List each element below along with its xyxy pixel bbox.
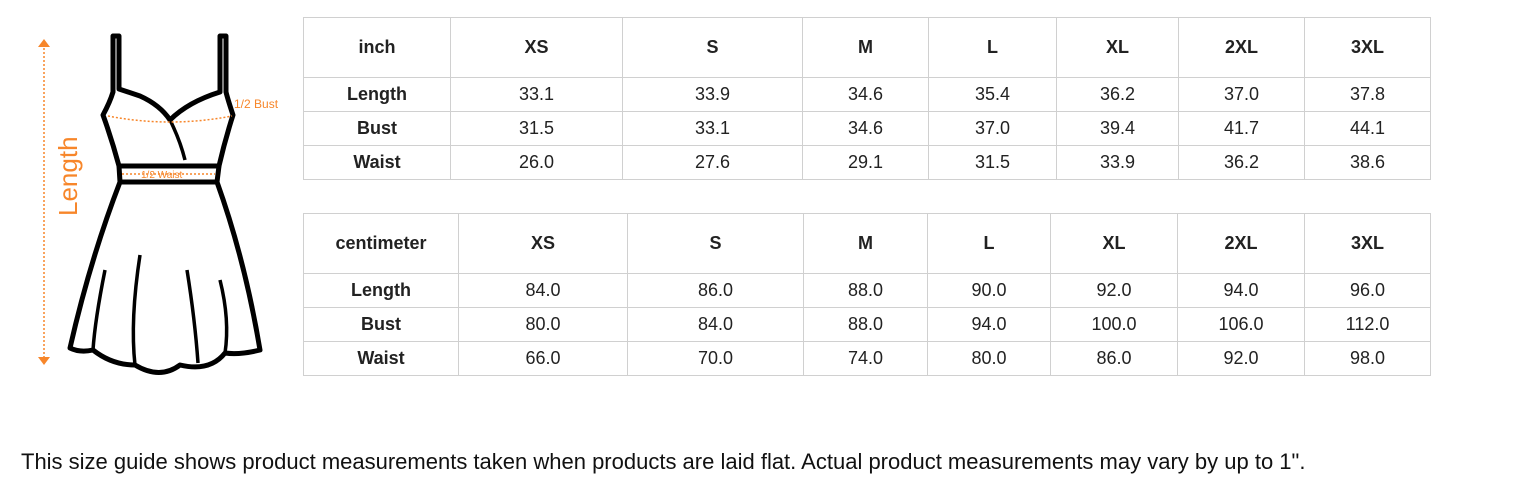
measurement-cell: 37.8 [1304,77,1431,112]
measurement-cell: 39.4 [1056,111,1179,146]
measurement-cell: 98.0 [1304,341,1431,376]
measurement-cell: 33.9 [1056,145,1179,180]
measurement-cell: 86.0 [1050,341,1178,376]
size-header: L [928,17,1057,78]
bust-label: 1/2 Bust [234,97,279,111]
measurement-cell: 112.0 [1304,307,1431,342]
inch-size-table: inch XS S M L XL 2XL 3XL Length 33.1 33.9 34.6 35.4… [303,17,1431,180]
size-header: 2XL [1177,213,1305,274]
unit-header: inch [303,17,451,78]
measurement-cell: 34.6 [802,111,929,146]
table-row: Waist 26.0 27.6 29.1 31.5 33.9 36.2 38.6 [303,145,1431,180]
centimeter-size-table: centimeter XS S M L XL 2XL 3XL Length 84.0 86.0 88… [303,213,1431,376]
measurement-cell: 36.2 [1056,77,1179,112]
table-row: Length 33.1 33.9 34.6 35.4 36.2 37.0 37.8 [303,77,1431,112]
measurement-cell: 94.0 [1177,273,1305,308]
measurement-cell: 66.0 [458,341,628,376]
table-row: Bust 80.0 84.0 88.0 94.0 100.0 106.0 112.0 [303,307,1431,342]
size-header: XS [458,213,628,274]
size-header: XS [450,17,623,78]
measurement-cell: 84.0 [458,273,628,308]
measurement-cell: 74.0 [803,341,928,376]
size-header: L [927,213,1051,274]
size-header: XL [1056,17,1179,78]
measurement-cell: 38.6 [1304,145,1431,180]
measurement-cell: 92.0 [1050,273,1178,308]
unit-header: centimeter [303,213,459,274]
size-header: 2XL [1178,17,1305,78]
size-header: M [803,213,928,274]
measurement-cell: 92.0 [1177,341,1305,376]
measurement-cell: 33.9 [622,77,803,112]
measurement-cell: 70.0 [627,341,804,376]
size-header: S [627,213,804,274]
table-row: Waist 66.0 70.0 74.0 80.0 86.0 92.0 98.0 [303,341,1431,376]
size-header: M [802,17,929,78]
size-guide-note: This size guide shows product measuremen… [21,449,1306,474]
length-label: Length [53,136,83,216]
waist-label: 1/2 Waist [141,170,183,181]
measurement-cell: 37.0 [928,111,1057,146]
size-header: 3XL [1304,17,1431,78]
measurement-cell: 31.5 [928,145,1057,180]
measurement-cell: 100.0 [1050,307,1178,342]
measurement-cell: 90.0 [927,273,1051,308]
measurement-cell: 80.0 [927,341,1051,376]
measurement-cell: 33.1 [450,77,623,112]
size-header: XL [1050,213,1178,274]
measurement-cell: 26.0 [450,145,623,180]
measurement-cell: 96.0 [1304,273,1431,308]
measurement-cell: 41.7 [1178,111,1305,146]
row-label: Length [303,77,451,112]
measurement-cell: 94.0 [927,307,1051,342]
size-header: 3XL [1304,213,1431,274]
measurement-cell: 88.0 [803,273,928,308]
row-label: Waist [303,341,459,376]
measurement-cell: 44.1 [1304,111,1431,146]
measurement-cell: 29.1 [802,145,929,180]
header-row: inch XS S M L XL 2XL 3XL [303,17,1431,78]
row-label: Length [303,273,459,308]
measurement-cell: 35.4 [928,77,1057,112]
measurement-cell: 37.0 [1178,77,1305,112]
measurement-cell: 34.6 [802,77,929,112]
measurement-cell: 31.5 [450,111,623,146]
measurement-cell: 86.0 [627,273,804,308]
row-label: Bust [303,111,451,146]
measurement-cell: 33.1 [622,111,803,146]
measurement-cell: 106.0 [1177,307,1305,342]
measurement-cell: 27.6 [622,145,803,180]
measurement-cell: 84.0 [627,307,804,342]
measurement-cell: 36.2 [1178,145,1305,180]
table-row: Bust 31.5 33.1 34.6 37.0 39.4 41.7 44.1 [303,111,1431,146]
dress-illustration: Length 1/2 Bust 1/2 Waist [38,33,279,375]
row-label: Waist [303,145,451,180]
row-label: Bust [303,307,459,342]
measurement-cell: 80.0 [458,307,628,342]
size-header: S [622,17,803,78]
table-row: Length 84.0 86.0 88.0 90.0 92.0 94.0 96.0 [303,273,1431,308]
header-row: centimeter XS S M L XL 2XL 3XL [303,213,1431,274]
measurement-cell: 88.0 [803,307,928,342]
